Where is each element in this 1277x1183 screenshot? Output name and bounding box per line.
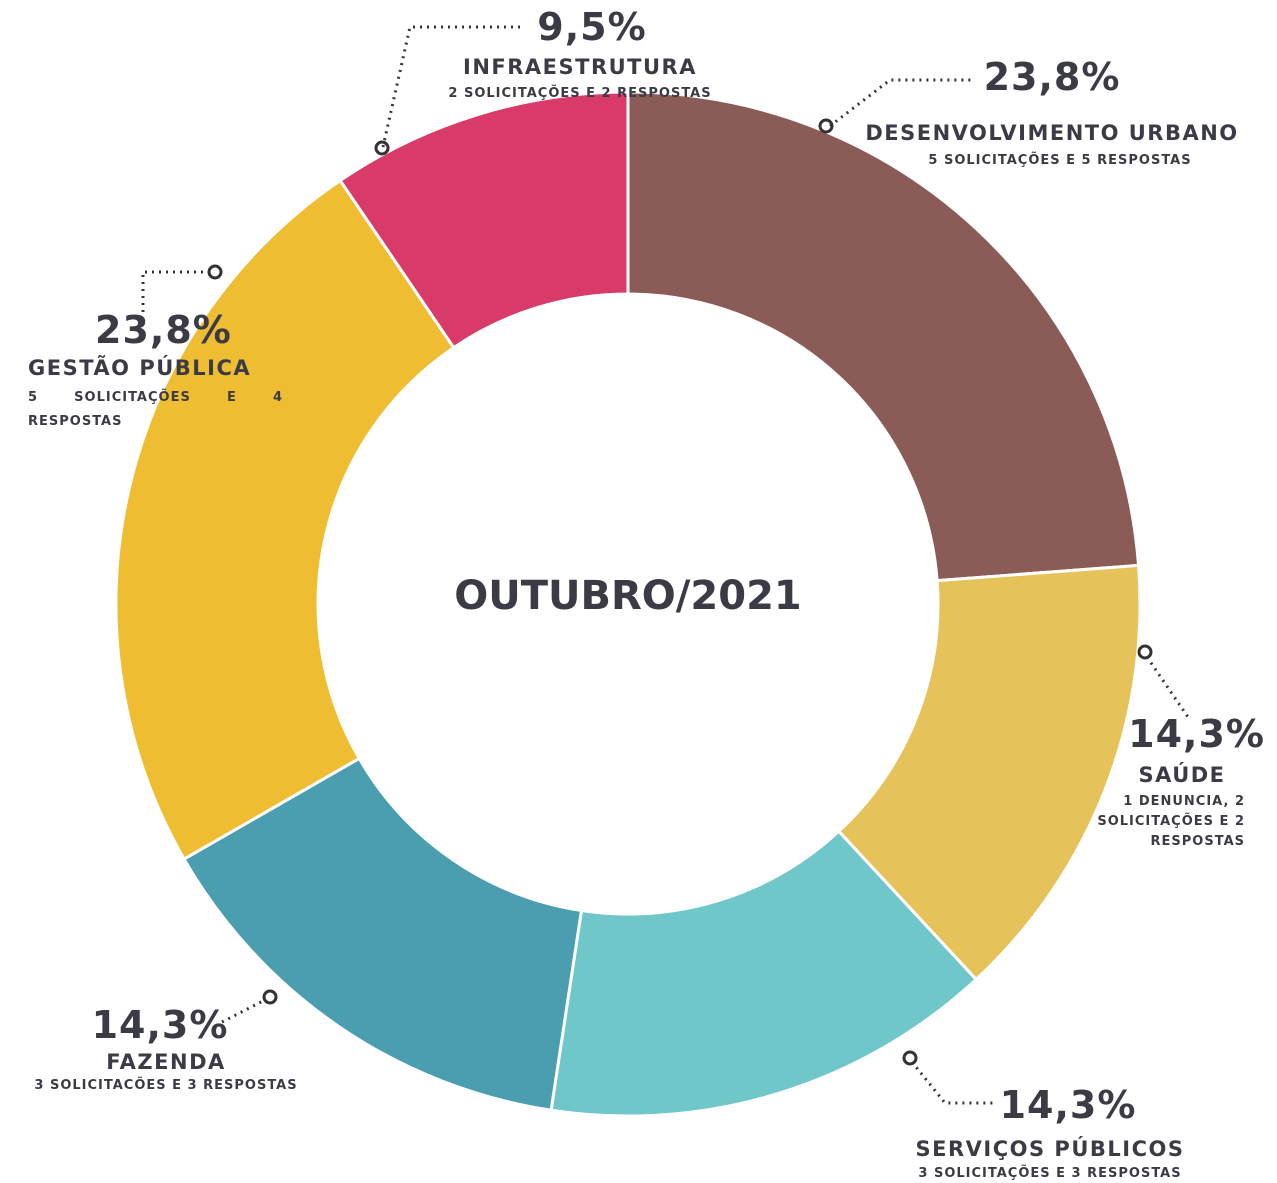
slice (338, 90, 630, 350)
description: 2 SOLICITAÇÕES E 2 RESPOSTAS (448, 86, 712, 101)
leader-dot (902, 1050, 918, 1066)
leader-dot (1137, 644, 1153, 660)
leader (829, 78, 975, 128)
slices (114, 90, 1142, 1118)
category-label: INFRAESTRUTURA (463, 55, 697, 79)
category-label: FAZENDA (106, 1050, 226, 1074)
leader-dot (207, 264, 223, 280)
category-label: GESTÃO PÚBLICA (28, 356, 252, 380)
leader-dot (374, 140, 390, 156)
value-label: 14,3% (1128, 712, 1265, 756)
value-label: 14,3% (91, 1003, 229, 1047)
leader (910, 1061, 995, 1105)
description: 3 SOLICITACÕES E 3 RESPOSTAS (34, 1078, 298, 1093)
category-label: SAÚDE (1138, 763, 1226, 787)
value-label: 23,8% (95, 308, 232, 352)
value-label: 23,8% (983, 55, 1121, 99)
slice (626, 90, 1141, 583)
leader-dot (262, 989, 278, 1005)
slice (114, 178, 456, 862)
leader (221, 998, 266, 1024)
description: 1 DENUNCIA, 2 SOLICITAÇÕES E 2 RESPOSTAS (1097, 794, 1245, 849)
category-label: DESENVOLVIMENTO URBANO (865, 121, 1239, 145)
description: 3 SOLICITAÇÕES E 3 RESPOSTAS (918, 1166, 1182, 1181)
center-title: OUTUBRO/2021 (454, 573, 801, 619)
slice (182, 756, 584, 1112)
leader (141, 270, 210, 315)
description: 5 SOLICITAÇÕES E 4 RESPOSTAS (28, 390, 283, 429)
value-label: 14,3% (999, 1083, 1137, 1127)
category-label: SERVIÇOS PÚBLICOS (915, 1137, 1185, 1161)
slice (836, 563, 1142, 982)
leader-dot (818, 118, 834, 134)
slice (549, 829, 979, 1118)
leader (1145, 656, 1192, 721)
value-label: 9,5% (537, 5, 647, 49)
description: 5 SOLICITAÇÕES E 5 RESPOSTAS (928, 153, 1192, 168)
leader (381, 25, 520, 148)
